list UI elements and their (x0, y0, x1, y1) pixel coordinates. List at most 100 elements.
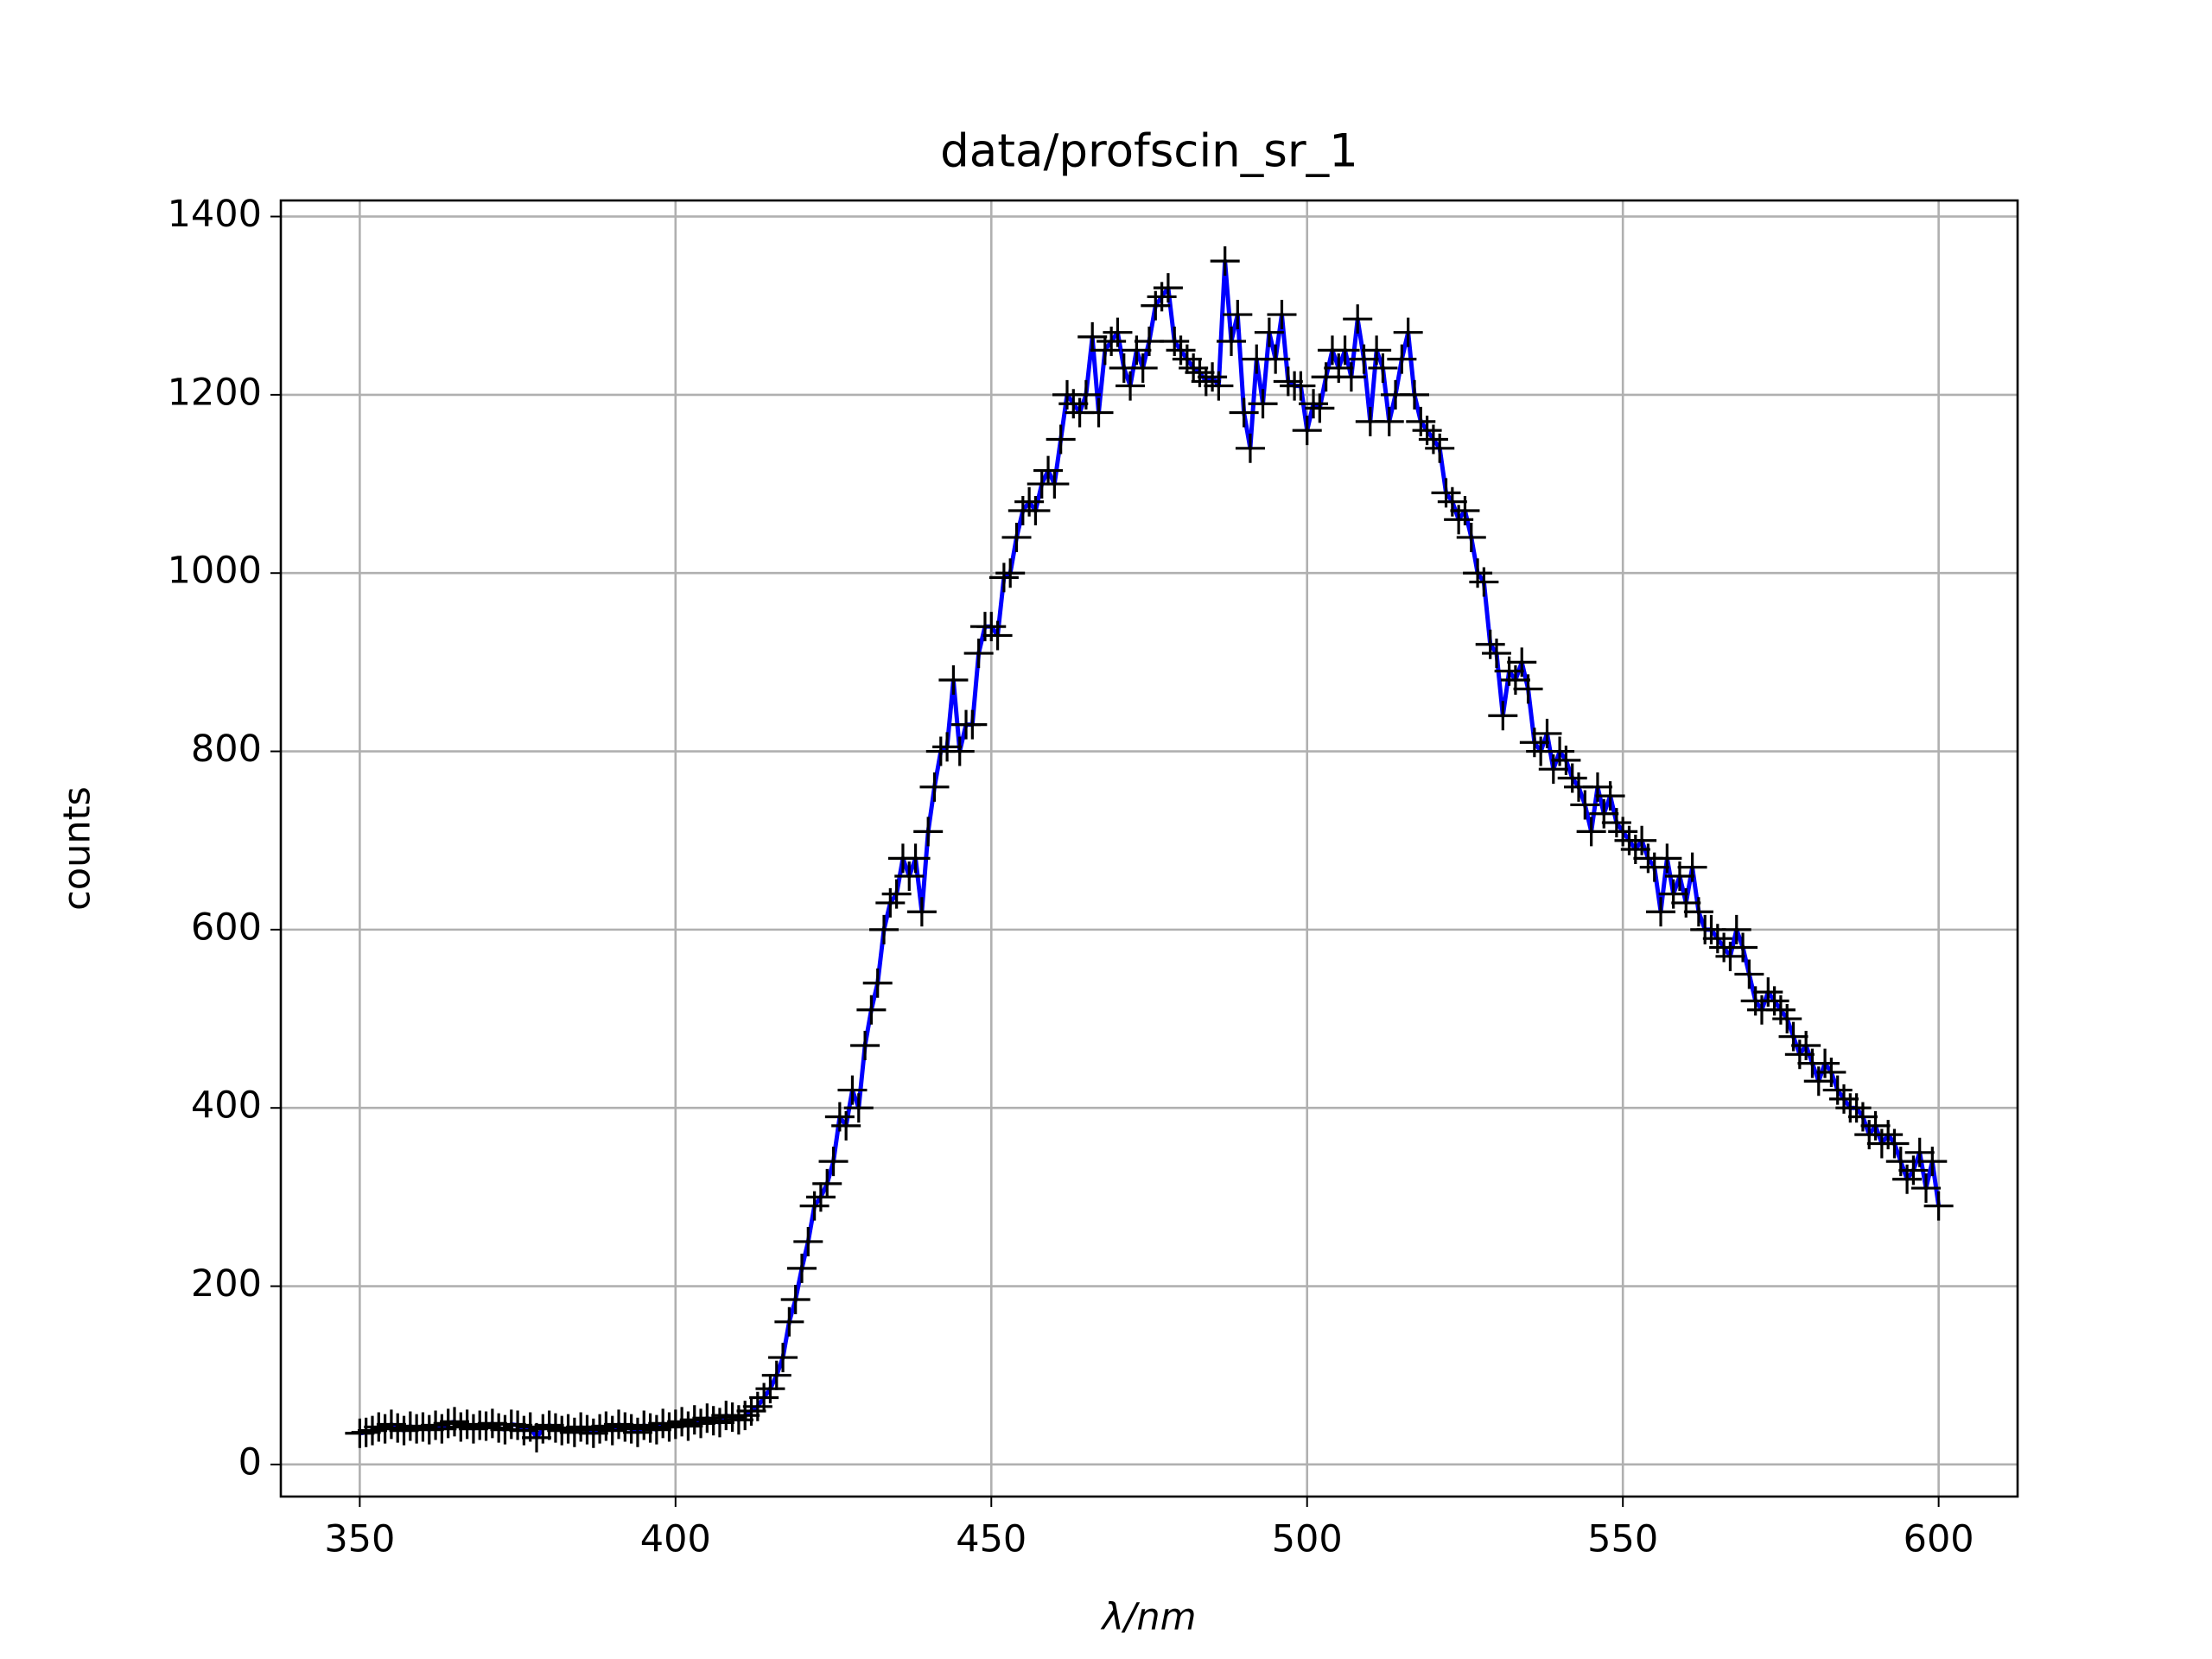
data-marker (995, 558, 1026, 588)
data-marker (692, 1403, 722, 1433)
data-marker (856, 995, 887, 1025)
data-marker (585, 1414, 615, 1444)
data-marker (458, 1414, 488, 1444)
data-marker (484, 1413, 514, 1443)
data-marker (831, 1110, 861, 1141)
data-marker (774, 1306, 804, 1337)
data-marker (1286, 371, 1316, 401)
y-tick-label: 600 (191, 906, 262, 949)
data-marker (1210, 246, 1240, 276)
data-marker (698, 1406, 728, 1436)
data-marker (1330, 335, 1360, 365)
data-marker (787, 1253, 817, 1283)
data-marker (1077, 321, 1108, 352)
data-marker (900, 843, 931, 874)
x-tick-label: 350 (324, 1518, 395, 1561)
data-marker (938, 665, 969, 696)
data-marker (717, 1402, 747, 1433)
data-marker (1425, 433, 1455, 463)
data-marker (761, 1360, 791, 1390)
data-marker (818, 1147, 849, 1177)
data-marker (1507, 647, 1537, 677)
data-marker (1273, 366, 1303, 397)
data-marker (894, 861, 925, 891)
data-marker (1652, 843, 1682, 874)
data-marker (988, 563, 1019, 593)
y-tick-label: 0 (238, 1440, 262, 1484)
data-marker (1071, 379, 1101, 410)
data-marker (389, 1415, 419, 1446)
data-marker (1570, 790, 1600, 820)
data-marker (1399, 379, 1429, 410)
data-marker (1103, 317, 1133, 347)
data-marker (1261, 344, 1291, 374)
data-marker (660, 1409, 690, 1440)
y-tick-label: 400 (191, 1084, 262, 1128)
data-marker (1223, 300, 1253, 330)
data-marker (843, 1093, 874, 1123)
data-marker (471, 1411, 501, 1441)
data-marker (736, 1395, 766, 1426)
data-marker (1204, 371, 1234, 401)
data-marker (837, 1075, 868, 1105)
x-axis-label: λ/nm (1100, 1596, 1196, 1639)
data-marker (509, 1415, 539, 1446)
data-marker (1721, 914, 1751, 944)
data-marker (408, 1412, 438, 1442)
data-marker (1450, 496, 1480, 526)
data-marker (1292, 416, 1322, 446)
data-marker (780, 1285, 810, 1315)
data-marker (1001, 522, 1032, 552)
data-marker (1677, 852, 1707, 882)
data-marker (793, 1226, 823, 1256)
y-axis-label: counts (56, 786, 99, 911)
data-marker (768, 1343, 798, 1373)
data-marker (1482, 639, 1511, 669)
data-marker (1393, 317, 1423, 347)
data-marker (755, 1374, 785, 1404)
data-marker (1469, 567, 1499, 597)
data-marker (566, 1412, 596, 1442)
data-marker (869, 914, 899, 944)
data-marker (982, 620, 1013, 651)
data-marker (704, 1408, 734, 1438)
data-marker (1374, 406, 1404, 436)
data-line (359, 258, 1942, 1440)
data-marker (1734, 959, 1764, 989)
data-marker (1911, 1173, 1942, 1204)
data-marker (610, 1412, 640, 1442)
data-marker (357, 1415, 387, 1446)
data-marker (1917, 1147, 1948, 1177)
data-marker (1033, 455, 1064, 486)
data-marker (440, 1407, 469, 1437)
data-marker (578, 1418, 608, 1448)
y-tick-label: 1000 (168, 550, 262, 593)
data-marker (1128, 353, 1158, 383)
data-marker (1020, 496, 1051, 526)
data-marker (1816, 1057, 1847, 1087)
data-marker (534, 1410, 564, 1440)
data-marker (547, 1415, 577, 1446)
data-marker (604, 1409, 634, 1440)
data-marker (957, 709, 988, 740)
data-marker (1368, 353, 1398, 383)
data-marker (1387, 344, 1417, 374)
data-marker (1576, 817, 1606, 847)
data-marker (1305, 393, 1335, 423)
data-marker (622, 1417, 652, 1447)
data-marker (673, 1411, 703, 1441)
data-marker (1153, 273, 1183, 303)
x-tick-label: 500 (1272, 1518, 1343, 1561)
data-marker (1595, 781, 1625, 811)
data-marker (421, 1410, 451, 1440)
data-marker (1513, 674, 1543, 704)
data-marker (1456, 522, 1486, 552)
data-marker (963, 639, 994, 669)
data-marker (1039, 469, 1070, 499)
y-tick-label: 1200 (168, 371, 262, 414)
data-marker (1879, 1128, 1910, 1159)
data-marker (1248, 389, 1278, 419)
data-marker (1683, 897, 1713, 927)
data-marker (881, 879, 912, 909)
